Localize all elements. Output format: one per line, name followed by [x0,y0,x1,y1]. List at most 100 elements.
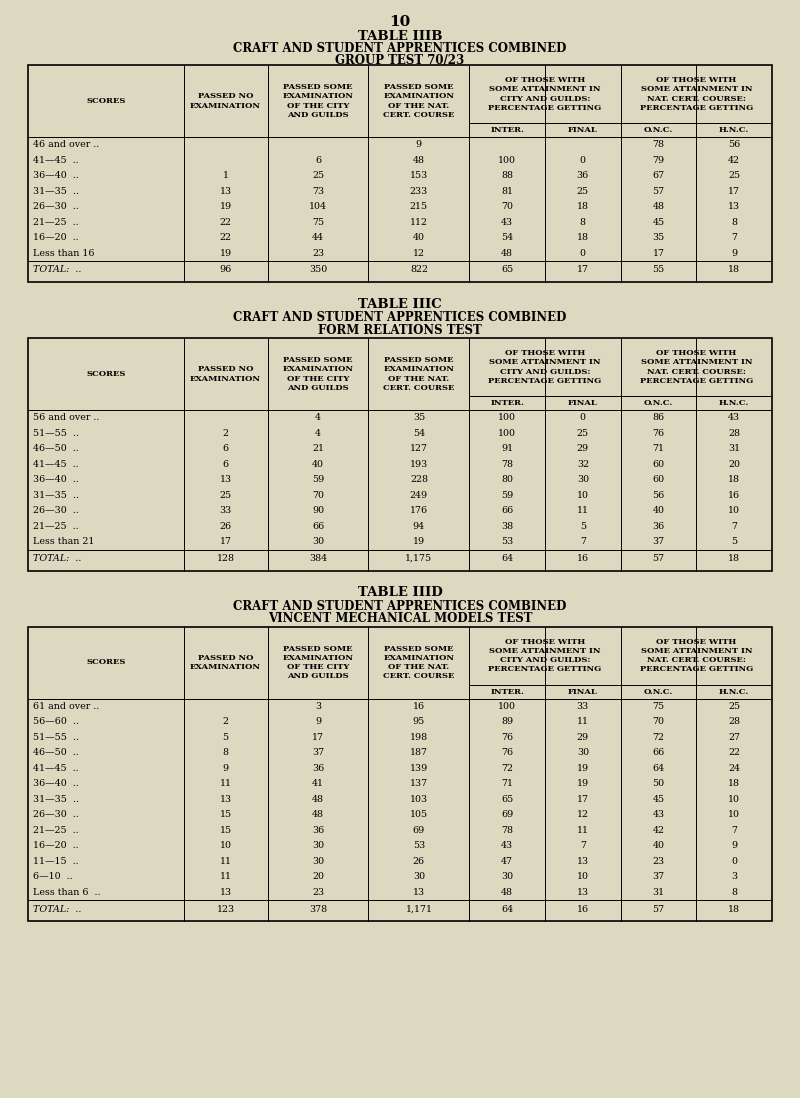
Text: TABLE IIID: TABLE IIID [358,586,442,600]
Text: 31—35  ..: 31—35 .. [33,187,79,195]
Text: 35: 35 [652,233,665,243]
Text: 48: 48 [312,810,324,819]
Text: 22: 22 [728,748,740,758]
Text: 41: 41 [312,780,324,788]
Text: 137: 137 [410,780,428,788]
Text: 40: 40 [653,506,665,515]
Text: 105: 105 [410,810,428,819]
Text: 1: 1 [222,171,229,180]
Text: 17: 17 [728,187,740,195]
Text: 90: 90 [312,506,324,515]
Text: 64: 64 [501,554,514,563]
Text: 25: 25 [219,491,232,500]
Text: 13: 13 [219,795,232,804]
Text: 73: 73 [312,187,324,195]
Text: 12: 12 [413,249,425,258]
Text: 21: 21 [312,445,324,453]
Text: 18: 18 [728,554,740,563]
Text: OF THOSE WITH
SOME ATTAINMENT IN
NAT. CERT. COURSE:
PERCENTAGE GETTING: OF THOSE WITH SOME ATTAINMENT IN NAT. CE… [640,638,753,673]
Text: 70: 70 [501,202,513,211]
Text: 46—50  ..: 46—50 .. [33,445,78,453]
Text: 28: 28 [728,717,740,726]
Text: 7: 7 [580,841,586,850]
Text: 6: 6 [315,156,321,165]
Text: CRAFT AND STUDENT APPRENTICES COMBINED: CRAFT AND STUDENT APPRENTICES COMBINED [234,311,566,324]
Text: 6: 6 [222,460,229,469]
Text: 11: 11 [219,780,231,788]
Text: 69: 69 [413,826,425,834]
Bar [28,627,772,921]
Text: 75: 75 [653,702,665,710]
Text: 59: 59 [312,475,324,484]
Text: 3: 3 [731,872,738,882]
Text: TOTAL:  ..: TOTAL: .. [33,905,82,914]
Text: 79: 79 [653,156,665,165]
Text: 100: 100 [498,156,516,165]
Text: 21—25  ..: 21—25 .. [33,826,78,834]
Text: OF THOSE WITH
SOME ATTAINMENT IN
CITY AND GUILDS:
PERCENTAGE GETTING: OF THOSE WITH SOME ATTAINMENT IN CITY AN… [488,638,602,673]
Text: 60: 60 [653,460,665,469]
Text: SCORES: SCORES [86,97,126,105]
Text: 22: 22 [219,233,231,243]
Text: 36—40  ..: 36—40 .. [33,780,78,788]
Text: 18: 18 [728,266,740,274]
Text: 8: 8 [731,217,737,227]
Text: 89: 89 [501,717,514,726]
Text: 128: 128 [217,554,234,563]
Text: OF THOSE WITH
SOME ATTAINMENT IN
NAT. CERT. COURSE:
PERCENTAGE GETTING: OF THOSE WITH SOME ATTAINMENT IN NAT. CE… [640,76,753,112]
Text: TOTAL:  ..: TOTAL: .. [33,266,82,274]
Text: 25: 25 [577,428,589,438]
Text: INTER.: INTER. [490,687,524,695]
Text: 40: 40 [312,460,324,469]
Text: 19: 19 [577,780,589,788]
Text: 25: 25 [728,171,740,180]
Text: 56: 56 [728,141,740,149]
Text: PASSED SOME
EXAMINATION
OF THE NAT.
CERT. COURSE: PASSED SOME EXAMINATION OF THE NAT. CERT… [383,356,454,392]
Text: 11: 11 [577,826,589,834]
Text: 40: 40 [653,841,665,850]
Text: 43: 43 [501,841,514,850]
Text: 8: 8 [222,748,229,758]
Text: 36: 36 [652,522,665,530]
Text: 65: 65 [501,795,514,804]
Text: 233: 233 [410,187,428,195]
Bar [28,65,772,282]
Text: FINAL: FINAL [568,687,598,695]
Text: 66: 66 [652,748,665,758]
Text: 18: 18 [728,780,740,788]
Text: TABLE IIIB: TABLE IIIB [358,30,442,43]
Text: 350: 350 [309,266,327,274]
Text: 215: 215 [410,202,428,211]
Text: 30: 30 [312,537,324,546]
Text: 19: 19 [413,537,425,546]
Text: 100: 100 [498,702,516,710]
Text: 11: 11 [577,717,589,726]
Bar [28,338,772,571]
Text: 80: 80 [501,475,513,484]
Text: 30: 30 [413,872,425,882]
Text: 13: 13 [577,888,589,897]
Text: CRAFT AND STUDENT APPRENTICES COMBINED: CRAFT AND STUDENT APPRENTICES COMBINED [234,42,566,55]
Text: 43: 43 [501,217,514,227]
Text: Less than 16: Less than 16 [33,249,94,258]
Text: 48: 48 [501,888,513,897]
Text: GROUP TEST 70/23: GROUP TEST 70/23 [335,54,465,67]
Text: SCORES: SCORES [86,370,126,378]
Text: INTER.: INTER. [490,126,524,134]
Text: PASSED NO
EXAMINATION: PASSED NO EXAMINATION [190,654,261,671]
Text: 48: 48 [501,249,513,258]
Text: 95: 95 [413,717,425,726]
Text: 64: 64 [501,905,514,914]
Text: 9: 9 [222,764,229,773]
Text: 9: 9 [731,841,738,850]
Text: 47: 47 [501,856,513,865]
Text: 38: 38 [501,522,514,530]
Text: 96: 96 [219,266,232,274]
Text: 11: 11 [219,856,231,865]
Text: 45: 45 [653,217,665,227]
Text: 41—45  ..: 41—45 .. [33,764,78,773]
Text: 29: 29 [577,445,589,453]
Text: 72: 72 [653,732,665,742]
Text: 4: 4 [315,428,321,438]
Text: 30: 30 [312,841,324,850]
